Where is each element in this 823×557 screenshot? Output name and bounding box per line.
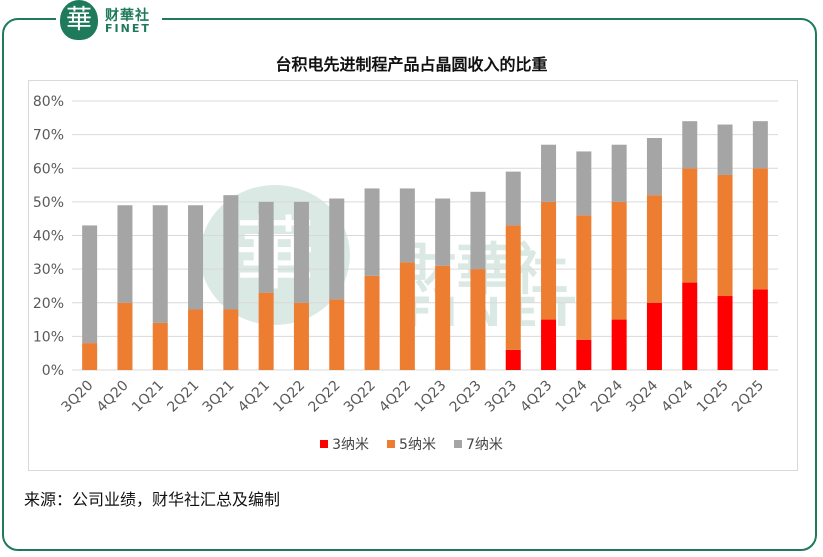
legend-label: 3纳米 [332,437,370,453]
bar-segment [541,201,557,320]
bar-segment [117,302,133,370]
bar-segment [470,269,486,370]
bar-segment [576,151,592,216]
legend-item: 3纳米 [320,434,369,454]
bar-segment [752,121,768,169]
brand-name-en: FINET [105,22,151,35]
bar-segment [505,349,521,370]
legend-swatch [387,440,396,448]
bar-segment [152,205,168,323]
y-tick-label: 70% [33,128,64,144]
x-tick-label: 2Q21 [164,378,202,416]
x-tick-label: 4Q23 [517,378,555,416]
legend-swatch [453,440,462,448]
x-tick-label: 3Q24 [623,377,661,415]
x-tick-label: 4Q22 [376,378,414,416]
x-tick-label: 1Q22 [270,378,308,416]
bar-segment [576,215,592,340]
brand-name-cn: 财華社 [105,8,150,24]
x-tick-label: 1Q25 [694,378,732,416]
source-note: 来源：公司业绩，财华社汇总及编制 [24,490,281,509]
bar-segment [682,168,698,283]
bar-segment [682,282,698,370]
y-tick-label: 80% [33,94,64,110]
bar-segment [223,309,239,370]
bar-segment [435,198,451,266]
y-tick-label: 50% [33,195,64,211]
y-tick-label: 40% [33,229,64,245]
bar-segment [223,195,239,310]
brand-seal-icon: 華 [60,0,98,40]
y-tick-label: 30% [33,262,64,278]
legend-swatch [320,440,329,448]
bar-segment [364,188,380,276]
bar-segment [82,225,98,344]
y-tick-label: 60% [33,161,64,177]
bar-segment [82,343,98,370]
x-tick-label: 1Q23 [411,378,449,416]
x-tick-label: 3Q21 [200,378,238,416]
legend-item: 5纳米 [387,434,436,454]
bar-segment [541,144,557,202]
bar-segment [576,339,592,370]
x-tick-label: 2Q24 [588,377,626,415]
bar-segment [258,201,274,293]
x-tick-label: 2Q23 [447,378,485,416]
bar-segment [505,171,521,226]
bar-segment [752,168,768,290]
x-tick-label: 2Q22 [306,378,344,416]
bar-segment [611,201,627,320]
bar-segment [717,174,733,297]
bar-segment [399,188,415,263]
bar-segment [646,195,662,303]
bar-segment [258,292,274,370]
bar-segment [399,262,415,370]
bar-segment [117,205,133,303]
x-tick-label: 4Q24 [659,377,697,415]
bar-segment [329,198,345,300]
bar-segment [717,296,733,370]
bar-segment [646,137,662,196]
bar-segment [188,205,204,310]
x-tick-label: 3Q23 [482,378,520,416]
bar-segment [541,319,557,370]
plot-area [28,80,798,471]
legend-label: 5纳米 [399,437,436,453]
bar-segment [611,144,627,202]
bar-segment [611,319,627,370]
bar-segment [293,302,309,370]
legend-item: 7纳米 [453,434,503,454]
x-tick-label: 1Q21 [129,378,167,416]
bar-segment [188,309,204,370]
chart-legend: 3纳米 5纳米 7纳米 [0,434,823,454]
x-tick-label: 1Q24 [553,377,591,415]
bar-segment [435,265,451,370]
x-tick-label: 4Q21 [235,378,273,416]
x-tick-label: 4Q20 [94,378,132,416]
bar-segment [293,201,309,303]
bar-segment [682,121,698,169]
bar-segment [505,225,521,350]
bar-segment [646,302,662,370]
x-tick-label: 2Q25 [729,378,767,416]
chart-title: 台积电先进制程产品占晶圆收入的比重 [275,55,548,74]
bar-segment [752,289,768,370]
x-tick-label: 3Q22 [341,378,379,416]
bar-segment [152,322,168,370]
x-tick-label: 3Q20 [58,378,96,416]
bar-segment [329,299,345,370]
bar-segment [364,275,380,370]
y-tick-label: 0% [42,363,64,379]
bar-segment [470,191,486,270]
y-tick-label: 10% [33,329,64,345]
bar-segment [717,124,733,175]
brand-logo: 華 财華社 FINET [56,0,162,40]
y-tick-label: 20% [33,296,64,312]
legend-label: 7纳米 [465,437,503,453]
